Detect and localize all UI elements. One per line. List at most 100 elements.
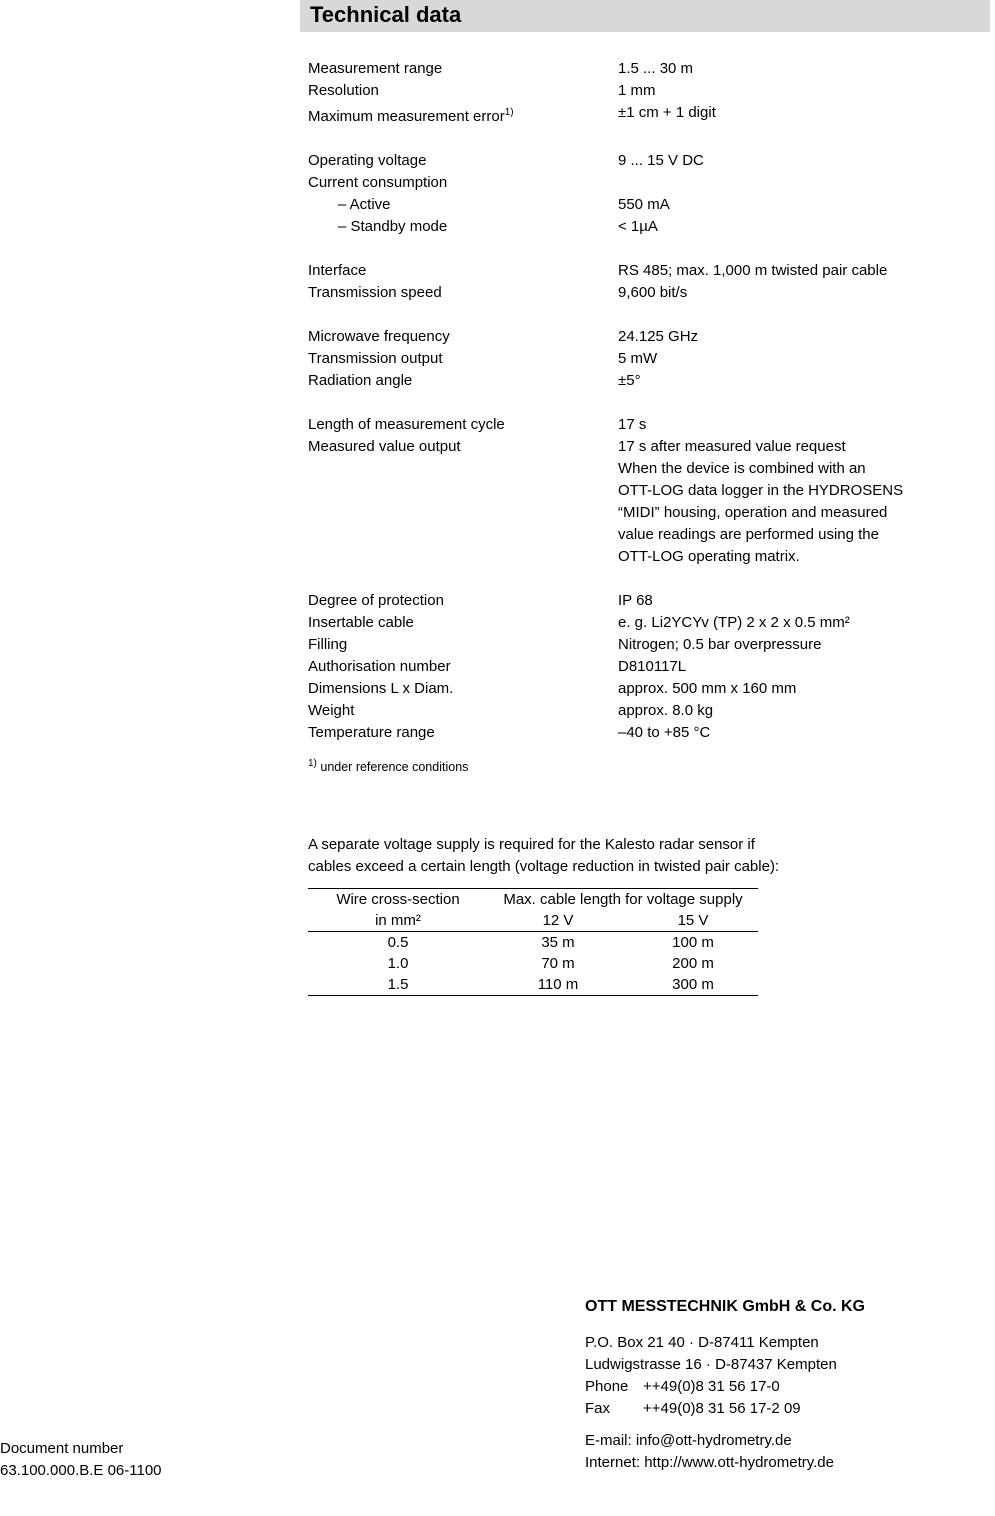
spec-value: approx. 500 mm x 160 mm: [618, 678, 988, 700]
company-address-line: P.O. Box 21 40 · D-87411 Kempten: [585, 1332, 865, 1354]
table-row: 0.5 35 m 100 m: [308, 932, 758, 954]
spec-label: Radiation angle: [308, 370, 618, 392]
spec-label: Operating voltage: [308, 150, 618, 172]
spec-label: Interface: [308, 260, 618, 282]
spec-value: IP 68: [618, 590, 988, 612]
spec-label: Dimensions L x Diam.: [308, 678, 618, 700]
document-number: Document number 63.100.000.B.E 06-1100: [0, 1438, 162, 1482]
spec-row-transmission-output: Transmission output 5 mW: [308, 348, 988, 370]
spec-value: “MIDI” housing, operation and measured: [618, 502, 988, 524]
table-row: 1.0 70 m 200 m: [308, 953, 758, 974]
spec-row-current-standby: – Standby mode < 1µA: [308, 216, 988, 238]
spec-row-temp-range: Temperature range –40 to +85 °C: [308, 722, 988, 744]
spec-value: OTT-LOG data logger in the HYDROSENS: [618, 480, 988, 502]
spec-label-text: Maximum measurement error: [308, 108, 505, 125]
company-contact: OTT MESSTECHNIK GmbH & Co. KG P.O. Box 2…: [585, 1296, 865, 1474]
spec-label: Length of measurement cycle: [308, 414, 618, 436]
phone-value: ++49(0)8 31 56 17-0: [643, 1376, 780, 1398]
spec-value: D810117L: [618, 656, 988, 678]
note-line: A separate voltage supply is required fo…: [308, 834, 988, 856]
spec-row-insertable-cable: Insertable cable e. g. Li2YCYv (TP) 2 x …: [308, 612, 988, 634]
spec-label: Authorisation number: [308, 656, 618, 678]
spec-row-measured-output-cont: When the device is combined with an: [308, 458, 988, 480]
spec-value: ±1 cm + 1 digit: [618, 102, 988, 128]
docnum-label: Document number: [0, 1438, 162, 1460]
spec-value: 1 mm: [618, 80, 988, 102]
spec-value: OTT-LOG operating matrix.: [618, 546, 988, 568]
spec-value: 24.125 GHz: [618, 326, 988, 348]
spec-row-measured-output-cont: OTT-LOG operating matrix.: [308, 546, 988, 568]
spec-value: 17 s after measured value request: [618, 436, 988, 458]
fax-label: Fax: [585, 1398, 643, 1420]
spec-row-resolution: Resolution 1 mm: [308, 80, 988, 102]
table-cell: 200 m: [628, 953, 758, 974]
spec-label: Measured value output: [308, 436, 618, 458]
table-header-row: Wire cross-section Max. cable length for…: [308, 889, 758, 911]
spec-row-interface: Interface RS 485; max. 1,000 m twisted p…: [308, 260, 988, 282]
company-fax: Fax ++49(0)8 31 56 17-2 09: [585, 1398, 865, 1420]
spec-row-operating-voltage: Operating voltage 9 ... 15 V DC: [308, 150, 988, 172]
spec-row-auth-number: Authorisation number D810117L: [308, 656, 988, 678]
table-cell: 110 m: [488, 974, 628, 996]
spec-value: Nitrogen; 0.5 bar overpressure: [618, 634, 988, 656]
spec-label: Temperature range: [308, 722, 618, 744]
table-cell: 0.5: [308, 932, 488, 954]
spec-value: RS 485; max. 1,000 m twisted pair cable: [618, 260, 988, 282]
footnote-ref: 1): [505, 107, 514, 118]
table-header: 12 V: [488, 910, 628, 932]
spec-row-measured-output-cont: OTT-LOG data logger in the HYDROSENS: [308, 480, 988, 502]
table-header: in mm²: [308, 910, 488, 932]
spec-value: –40 to +85 °C: [618, 722, 988, 744]
company-phone: Phone ++49(0)8 31 56 17-0: [585, 1376, 865, 1398]
spec-row-measured-output: Measured value output 17 s after measure…: [308, 436, 988, 458]
cable-length-table: Wire cross-section Max. cable length for…: [308, 888, 758, 996]
spec-label: Transmission speed: [308, 282, 618, 304]
content-area: Measurement range 1.5 ... 30 m Resolutio…: [308, 58, 988, 996]
table-header-row: in mm² 12 V 15 V: [308, 910, 758, 932]
table-cell: 300 m: [628, 974, 758, 996]
company-name: OTT MESSTECHNIK GmbH & Co. KG: [585, 1296, 865, 1318]
spec-row-measurement-range: Measurement range 1.5 ... 30 m: [308, 58, 988, 80]
spec-label: Degree of protection: [308, 590, 618, 612]
spec-row-filling: Filling Nitrogen; 0.5 bar overpressure: [308, 634, 988, 656]
spec-value: [618, 172, 988, 194]
spec-value: < 1µA: [618, 216, 988, 238]
company-email: E-mail: info@ott-hydrometry.de: [585, 1430, 865, 1452]
table-header: Wire cross-section: [308, 889, 488, 911]
table-cell: 1.5: [308, 974, 488, 996]
spec-label: – Active: [308, 194, 618, 216]
spec-label: – Standby mode: [308, 216, 618, 238]
spec-row-max-error: Maximum measurement error1) ±1 cm + 1 di…: [308, 102, 988, 128]
fax-value: ++49(0)8 31 56 17-2 09: [643, 1398, 801, 1420]
table-row: 1.5 110 m 300 m: [308, 974, 758, 996]
spec-label: Measurement range: [308, 58, 618, 80]
company-internet: Internet: http://www.ott-hydrometry.de: [585, 1452, 865, 1474]
phone-label: Phone: [585, 1376, 643, 1398]
voltage-note: A separate voltage supply is required fo…: [308, 834, 988, 878]
footnote-sup: 1): [308, 758, 317, 769]
spec-value: ±5°: [618, 370, 988, 392]
spec-row-protection: Degree of protection IP 68: [308, 590, 988, 612]
spec-row-measured-output-cont: “MIDI” housing, operation and measured: [308, 502, 988, 524]
table-header: Max. cable length for voltage supply: [488, 889, 758, 911]
spec-row-current-active: – Active 550 mA: [308, 194, 988, 216]
spec-label: Weight: [308, 700, 618, 722]
spec-label: Maximum measurement error1): [308, 102, 618, 128]
spec-value: 550 mA: [618, 194, 988, 216]
spec-label: Transmission output: [308, 348, 618, 370]
spec-value: value readings are performed using the: [618, 524, 988, 546]
section-heading: Technical data: [300, 0, 990, 32]
spec-label: Insertable cable: [308, 612, 618, 634]
spec-row-transmission-speed: Transmission speed 9,600 bit/s: [308, 282, 988, 304]
spec-label: Microwave frequency: [308, 326, 618, 348]
spec-value: 9 ... 15 V DC: [618, 150, 988, 172]
table-cell: 100 m: [628, 932, 758, 954]
spec-value: 1.5 ... 30 m: [618, 58, 988, 80]
spec-value: 5 mW: [618, 348, 988, 370]
table-cell: 1.0: [308, 953, 488, 974]
spec-row-weight: Weight approx. 8.0 kg: [308, 700, 988, 722]
spec-value: 9,600 bit/s: [618, 282, 988, 304]
spec-row-radiation-angle: Radiation angle ±5°: [308, 370, 988, 392]
company-address-line: Ludwigstrasse 16 · D-87437 Kempten: [585, 1354, 865, 1376]
table-cell: 35 m: [488, 932, 628, 954]
